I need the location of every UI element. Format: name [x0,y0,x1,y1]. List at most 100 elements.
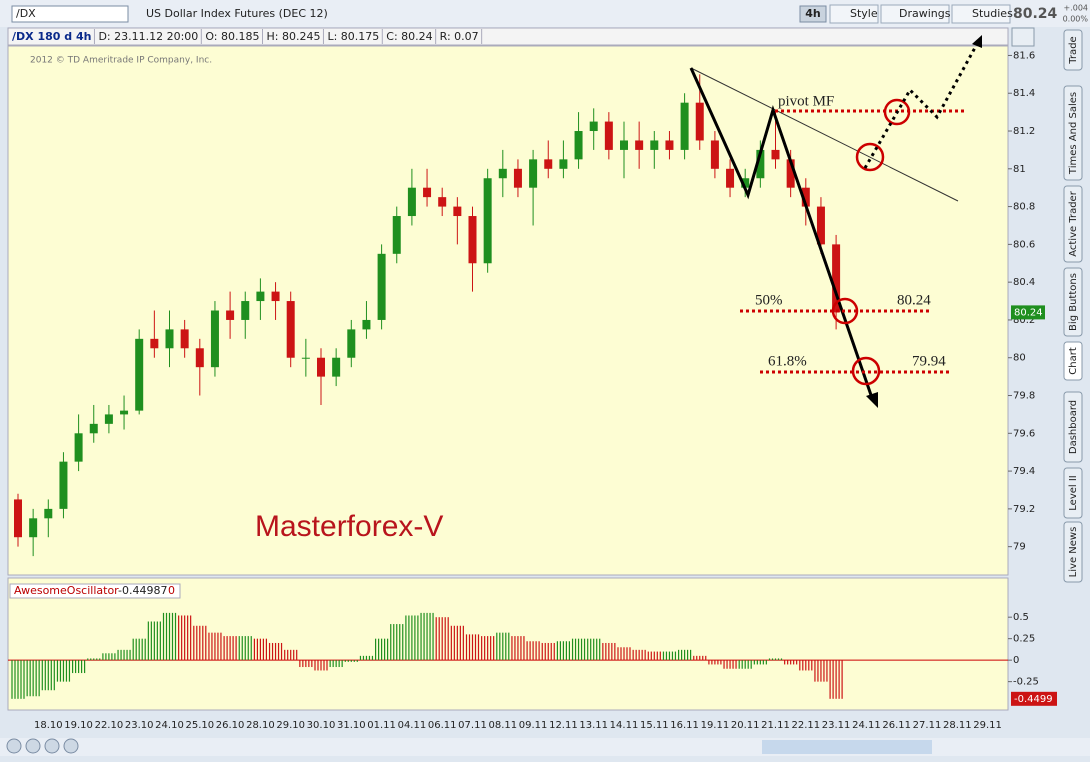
pan[interactable] [63,738,79,754]
oscillator-value: -0.44987 [118,584,167,597]
side-tab[interactable] [1063,185,1083,263]
info-item: H: 80.245 [266,30,320,43]
annotation: pivot MF [778,93,834,109]
circle [883,98,911,126]
candle-body [241,301,250,320]
arrowhead [972,35,982,48]
x-tick-label: 08.11 [488,720,517,731]
x-tick-label: 22.10 [95,720,124,731]
candle-body [483,178,492,264]
side-tab-label: Trade [1068,36,1079,64]
wave-line [689,67,874,399]
info-item: L: 80.175 [327,30,379,43]
candle-body [347,329,356,358]
candle-body [271,291,280,302]
candle-body [832,244,841,313]
zoom-out[interactable] [44,738,60,754]
side-tab[interactable] [1063,341,1083,381]
button-label: Studies [972,7,1013,20]
scroll-thumb[interactable] [762,740,932,754]
y-tick-label: 79.2 [1013,504,1035,515]
nav-button[interactable] [6,738,22,754]
annotation: 79.94 [912,353,946,369]
candle-body [317,357,325,377]
plot: 79 79.2 79.4 79.6 79.8 80 80.2 80.4 80.6 80.8 81 81… [8,50,1057,731]
candle-body [604,121,613,150]
x-tick-label: 28.11 [943,720,972,731]
x-tick-label: 25.10 [185,720,214,731]
x-tick-label: 23.11 [822,720,851,731]
y-tick-label: 81.4 [1013,88,1035,99]
x-tick-label: 20.11 [731,720,760,731]
candle-body [771,149,780,160]
candle-body [665,140,674,150]
candle-body [29,518,38,538]
symbol: /DX [16,7,36,20]
symbol-box[interactable] [11,5,129,23]
side-tab[interactable] [1063,521,1083,583]
side-tab[interactable] [1063,267,1083,337]
chart-icon[interactable] [1011,27,1035,47]
candle-body [407,187,416,217]
style-button[interactable] [829,4,879,24]
candle-body [620,140,628,150]
x-tick-label: 01.11 [367,720,396,731]
x-tick-label: 26.10 [216,720,245,731]
y-tick-label: 81.6 [1013,50,1035,61]
button-label: Style [850,7,878,20]
oscillator-panel [7,577,1009,711]
studies-button[interactable] [951,4,1011,24]
candle-body [195,348,204,368]
aggregation: 4h [805,7,821,20]
info-item: R: 0.07 [440,30,479,43]
last-price: 80.24 [1013,6,1058,22]
x-tick-label: 04.11 [398,720,427,731]
infobar [7,27,1009,46]
side-tabs: Trade Times And Sales Active Trader Big But… [1063,29,1083,583]
annotation: 80.24 [897,292,931,308]
zoom-in[interactable] [25,738,41,754]
osc-badge-label: -0.4499 [1014,694,1053,705]
x-tick-label: 22.11 [791,720,820,731]
side-tab[interactable] [1063,391,1083,463]
side-tab[interactable] [1063,85,1083,181]
y-tick-label: 79.6 [1013,428,1035,439]
candle-body [438,197,447,207]
candle-body [726,168,735,188]
side-tab[interactable] [1063,467,1083,519]
x-tick-label: 21.11 [761,720,790,731]
candle-body [120,410,129,415]
candle-body [650,140,659,150]
brand: Masterforex-V [255,510,443,543]
y-tick-label: 79.4 [1013,466,1035,477]
x-tick-label: 24.10 [155,720,184,731]
y-tick-label: -0.25 [1013,677,1039,688]
x-tick-label: 19.11 [701,720,730,731]
oscillator-legend [9,583,181,599]
x-tick-label: 29.11 [973,720,1002,731]
candle-body [256,291,265,302]
candle-body [180,329,189,349]
x-tick-label: 07.11 [458,720,487,731]
candle-body [362,319,371,330]
candle-body [559,159,568,169]
arrowhead [866,392,878,408]
aggregation-button[interactable] [799,5,827,23]
candle-body [44,508,53,519]
candle-body [498,168,507,179]
x-tick-label: 18.10 [34,720,63,731]
price-badge [1011,305,1045,320]
candle-body [104,414,113,424]
watermark: 2012 © TD Ameritrade IP Company, Inc. [30,56,212,66]
circle [851,356,881,386]
x-tick-label: 19.10 [64,720,93,731]
osc-badge [1011,691,1057,706]
candle-body [423,187,432,198]
side-tab-label: Big Buttons [1068,273,1079,331]
price-badge-label: 80.24 [1014,307,1043,318]
candle-body [150,338,159,349]
drawings-button[interactable] [880,4,950,24]
side-tab[interactable] [1063,29,1083,71]
candle-body [226,310,235,320]
